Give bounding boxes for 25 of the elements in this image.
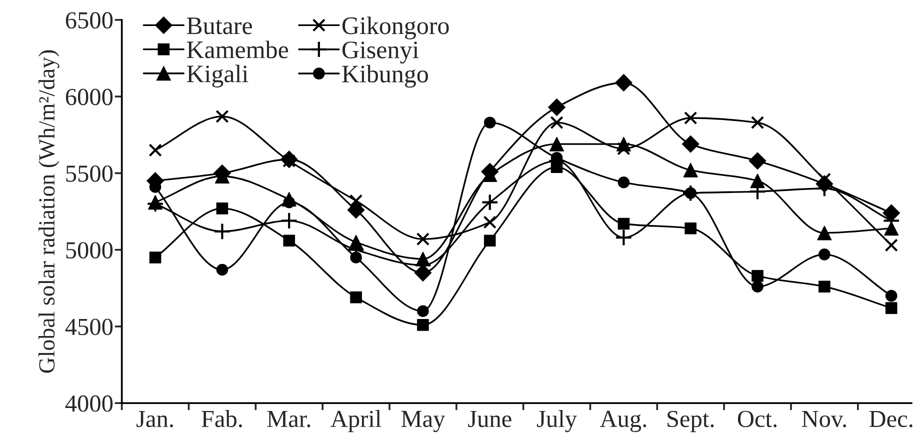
x-tick-label: April [330,410,382,432]
x-tick-label: Mar. [267,411,310,428]
x-tick-label: May [401,410,446,432]
x-tick-label: Aug. [600,410,646,432]
x-tick-label: July [537,410,577,432]
y-tick-label: 4000 [65,395,113,412]
x-tick-label: June [468,411,512,428]
y-axis-title: Global solar radiation (Wh/m²/day) [38,50,60,373]
y-tick-label: 5000 [66,242,113,258]
x-tick-label: Dec. [869,411,912,428]
y-tick-label: 6500 [66,12,113,29]
legend-label: Butare [186,18,252,34]
legend-label: Gisenyi [342,42,419,64]
legend-label: Kibungo [342,64,428,88]
y-tick-label: 5500 [66,165,113,182]
legend-label: Kigali [186,64,248,88]
legend-label: Kamembe [186,40,288,58]
x-tick-label: Oct. [738,410,776,428]
x-tick-label: Nov. [802,411,846,428]
legend-label: Gikongoro [342,16,449,40]
x-tick-label: Sept. [668,410,714,432]
x-tick-label: Fab. [202,410,242,428]
x-tick-label: Jan. [136,411,173,428]
y-tick-label: 4500 [65,318,113,336]
y-tick-label: 6000 [66,88,113,106]
